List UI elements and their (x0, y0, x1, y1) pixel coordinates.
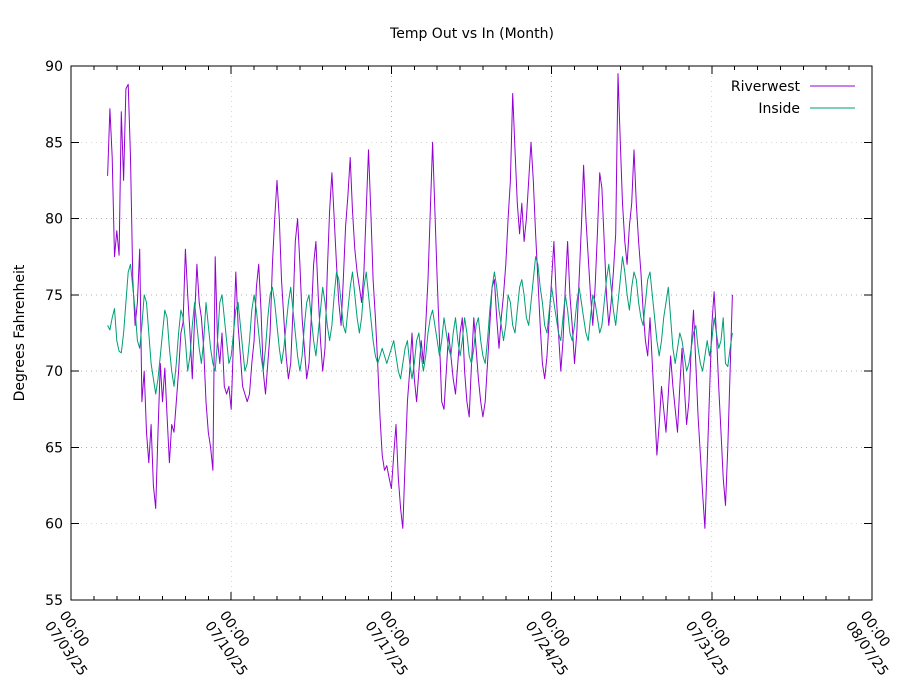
series-line-riverwest (107, 73, 733, 529)
x-tick-label: 00:0007/10/25 (201, 608, 265, 679)
y-tick-label: 65 (45, 440, 63, 456)
y-axis-label: Degrees Fahrenheit (12, 264, 28, 401)
y-tick-label: 70 (45, 364, 63, 380)
y-tick-label: 85 (45, 135, 63, 151)
y-tick-label: 90 (45, 59, 63, 75)
x-tick-label: 00:0007/24/25 (522, 608, 586, 679)
plot-border (70, 65, 873, 601)
series-line-inside (107, 256, 733, 395)
x-tick-label: 00:0008/07/25 (842, 608, 900, 679)
series-lines (107, 73, 733, 529)
grid-lines (71, 66, 872, 600)
legend-label: Inside (758, 101, 800, 117)
x-tick-label: 00:0007/31/25 (682, 608, 746, 679)
chart-title: Temp Out vs In (Month) (389, 26, 554, 42)
axis-ticks: 55 60 65 70 75 80 85 90 00:0007/03/25 00:0007/10/… (41, 59, 900, 679)
x-tick-label: 00:0007/17/25 (361, 608, 425, 679)
y-tick-label: 80 (45, 212, 63, 228)
x-tick-label: 00:0007/03/25 (41, 608, 105, 679)
legend: Riverwest Inside (731, 79, 855, 117)
y-tick-label: 55 (45, 593, 63, 609)
y-tick-label: 60 (45, 517, 63, 533)
y-tick-label: 75 (45, 288, 63, 304)
legend-label: Riverwest (731, 79, 801, 95)
